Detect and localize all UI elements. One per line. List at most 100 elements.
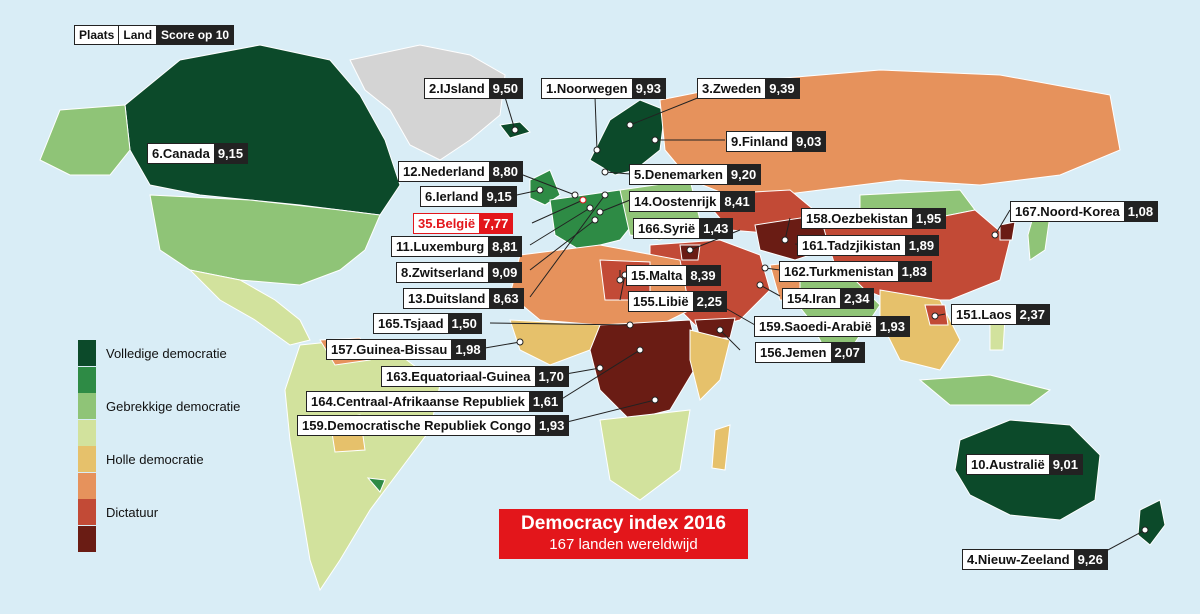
country-label: 13.Duitsland 8,63	[403, 288, 524, 309]
country-label: 161.Tadzjikistan 1,89	[797, 235, 940, 256]
country-label: 6.Ierland 9,15	[420, 186, 517, 207]
country-score: 1,93	[535, 416, 569, 435]
country-name: 159.Saoedi-Arabië	[759, 319, 872, 334]
country-score: 8,81	[488, 237, 522, 256]
country-score: 7,77	[479, 214, 513, 233]
mexico	[188, 269, 311, 346]
country-label: 159.Saoedi-Arabië 1,93	[754, 316, 911, 337]
country-score: 1,43	[699, 219, 733, 238]
country-name: 159.Democratische Republiek Congo	[302, 418, 532, 433]
country-label: 10.Australië 9,01	[966, 454, 1084, 475]
title-main: Democracy index 2016	[521, 513, 726, 534]
legend-item	[78, 525, 278, 552]
country-name: 35.België	[418, 216, 476, 231]
country-score: 1,61	[528, 392, 563, 411]
country-score: 9,20	[726, 165, 761, 184]
country-score: 2,37	[1015, 305, 1049, 324]
country-score: 1,08	[1123, 202, 1158, 221]
country-label: 6.Canada 9,15	[147, 143, 249, 164]
country-name: 15.Malta	[631, 268, 683, 283]
country-label: 162.Turkmenistan 1,83	[779, 261, 932, 282]
north-korea	[999, 221, 1016, 241]
country-label: 151.Laos 2,37	[951, 304, 1050, 325]
country-label: 157.Guinea-Bissau 1,98	[326, 339, 486, 360]
country-name: 8.Zwitserland	[401, 265, 485, 280]
country-label: 4.Nieuw-Zeeland 9,26	[962, 549, 1108, 570]
country-label: 2.IJsland 9,50	[424, 78, 523, 99]
legend-item: Holle democratie	[78, 446, 278, 472]
country-score: 1,93	[875, 317, 910, 336]
country-score: 1,95	[911, 209, 946, 228]
country-name: 10.Australië	[971, 457, 1045, 472]
country-score: 8,39	[686, 266, 720, 285]
country-name: 6.Ierland	[425, 189, 479, 204]
country-score: 9,26	[1073, 550, 1107, 569]
country-score: 8,80	[488, 162, 522, 181]
legend-swatch	[78, 340, 96, 366]
country-score: 9,03	[792, 132, 826, 151]
country-name: 163.Equatoriaal-Guinea	[386, 369, 531, 384]
madagascar	[711, 424, 731, 471]
country-name: 161.Tadzjikistan	[802, 238, 901, 253]
country-label: 159.Democratische Republiek Congo 1,93	[297, 415, 570, 436]
country-score: 2,07	[830, 343, 864, 362]
country-label: 154.Iran 2,34	[782, 288, 875, 309]
country-name: 158.Oezbekistan	[806, 211, 908, 226]
country-name: 155.Libië	[633, 294, 689, 309]
country-score: 9,15	[213, 144, 248, 163]
new-zealand	[1137, 499, 1166, 546]
country-name: 167.Noord-Korea	[1015, 204, 1120, 219]
country-score: 1,98	[451, 340, 485, 359]
country-name: 3.Zweden	[702, 81, 762, 96]
country-name: 12.Nederland	[403, 164, 485, 179]
legend-item: Volledige democratie	[78, 340, 278, 366]
legend-swatch	[78, 393, 96, 419]
alaska	[39, 104, 131, 176]
country-label: 167.Noord-Korea 1,08	[1010, 201, 1159, 222]
country-label: 12.Nederland 8,80	[398, 161, 523, 182]
country-score: 9,50	[488, 79, 522, 98]
west-africa	[509, 319, 601, 366]
legend-label: Dictatuur	[106, 504, 159, 520]
indonesia	[918, 374, 1052, 406]
country-label: 15.Malta 8,39	[626, 265, 721, 286]
country-label: 164.Centraal-Afrikaanse Republiek 1,61	[306, 391, 564, 412]
title-box: Democracy index 2016 167 landen wereldwi…	[499, 509, 748, 559]
country-label: 8.Zwitserland 9,09	[396, 262, 523, 283]
country-label: 156.Jemen 2,07	[755, 342, 865, 363]
header-country: Land	[119, 26, 158, 44]
country-label: 155.Libië 2,25	[628, 291, 727, 312]
country-name: 156.Jemen	[760, 345, 827, 360]
country-label: 35.België 7,77	[413, 213, 514, 234]
legend-item	[78, 366, 278, 393]
country-name: 5.Denemarken	[634, 167, 723, 182]
country-label: 11.Luxemburg 8,81	[391, 236, 523, 257]
country-name: 165.Tsjaad	[378, 316, 444, 331]
legend-swatch	[78, 525, 96, 552]
legend-swatch	[78, 419, 96, 446]
country-name: 164.Centraal-Afrikaanse Republiek	[311, 394, 525, 409]
country-label: 163.Equatoriaal-Guinea 1,70	[381, 366, 569, 387]
country-score: 9,15	[482, 187, 516, 206]
legend-item: Gebrekkige democratie	[78, 393, 278, 419]
legend-swatch	[78, 366, 96, 393]
country-score: 8,63	[489, 289, 523, 308]
country-name: 4.Nieuw-Zeeland	[967, 552, 1070, 567]
country-name: 162.Turkmenistan	[784, 264, 894, 279]
east-africa	[689, 329, 731, 401]
country-name: 6.Canada	[152, 146, 210, 161]
usa	[149, 194, 381, 286]
country-label: 14.Oostenrijk 8,41	[629, 191, 755, 212]
legend-item	[78, 419, 278, 446]
country-label: 1.Noorwegen 9,93	[541, 78, 666, 99]
legend-swatch	[78, 472, 96, 499]
country-score: 9,09	[488, 263, 522, 282]
uruguay	[366, 477, 386, 493]
column-header: Plaats Land Score op 10	[74, 25, 235, 45]
country-name: 157.Guinea-Bissau	[331, 342, 448, 357]
country-label: 9.Finland 9,03	[726, 131, 827, 152]
country-name: 166.Syrië	[638, 221, 696, 236]
country-score: 9,01	[1048, 455, 1083, 474]
central-africa	[589, 319, 701, 421]
country-label: 166.Syrië 1,43	[633, 218, 734, 239]
